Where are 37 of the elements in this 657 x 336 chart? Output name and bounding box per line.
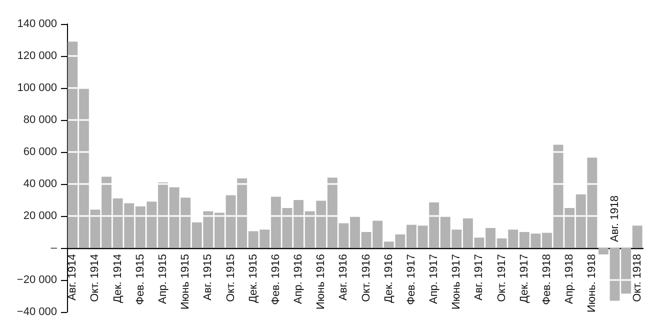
x-tick-label: Авг. 1917 xyxy=(473,254,486,300)
x-tick-label: Авг. 1918 xyxy=(608,196,621,242)
x-tick-label: Апр. 1918 xyxy=(564,254,576,304)
x-tick-label: Окт. 1917 xyxy=(496,254,508,302)
bar xyxy=(632,226,642,248)
x-tick-label: Дек. 1914 xyxy=(112,254,124,303)
x-tick-label: Июнь 1915 xyxy=(180,254,192,310)
x-tick-label: Окт. 1916 xyxy=(360,254,372,302)
y-tick-label: – xyxy=(50,242,58,254)
x-tick-label: Июнь 1917 xyxy=(450,254,463,310)
x-tick-label: Июнь 1916 xyxy=(315,254,328,310)
x-tick-label: Июнь. 1918 xyxy=(586,254,598,313)
x-tick-label: Дек. 1915 xyxy=(247,254,260,303)
x-tick-label: Авг. 1914 xyxy=(66,254,79,300)
y-tick-label: 80 000 xyxy=(23,114,57,126)
x-tick-label: Окт. 1914 xyxy=(89,254,102,302)
y-tick-label: 120 000 xyxy=(17,50,57,62)
x-tick-label: Апр. 1916 xyxy=(292,254,305,304)
x-tick-label: Фев. 1915 xyxy=(134,254,146,305)
x-tick-label: Фев. 1917 xyxy=(405,254,418,305)
x-tick-label: Окт. 1915 xyxy=(224,254,237,302)
y-tick-label: 40 000 xyxy=(23,178,57,190)
x-tick-label: Дек. 1916 xyxy=(382,254,395,303)
x-tick-label: Апр. 1917 xyxy=(428,254,440,304)
x-tick-label: Фев. 1916 xyxy=(270,254,282,305)
y-tick-label: −40 000 xyxy=(16,306,57,318)
x-tick-label: Авг. 1916 xyxy=(338,254,350,300)
x-tick-label: Фев. 1918 xyxy=(541,254,553,305)
x-tick-label: Авг. 1915 xyxy=(202,254,214,300)
y-tick-label: 140 000 xyxy=(17,18,57,30)
y-tick-label: 60 000 xyxy=(23,146,57,158)
x-tick-label: Окт. 1918 xyxy=(631,254,644,302)
y-tick-label: −20 000 xyxy=(16,274,57,286)
x-tick-label: Апр. 1915 xyxy=(157,254,169,304)
y-tick-label: 100 000 xyxy=(17,82,57,94)
y-tick-label: 20 000 xyxy=(23,210,57,222)
x-tick-label: Дек. 1917 xyxy=(518,254,530,303)
